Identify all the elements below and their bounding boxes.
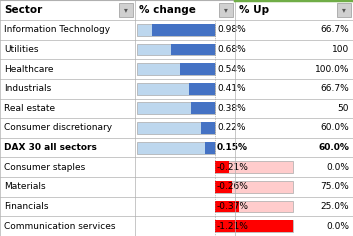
Text: -0.21%: -0.21% [217,163,249,172]
Bar [137,142,215,154]
Text: Sector: Sector [4,5,42,15]
Bar [137,63,215,75]
Bar [0,59,353,79]
Bar [152,24,215,36]
Bar [0,157,353,177]
Bar [171,44,215,55]
Text: Consumer staples: Consumer staples [4,163,85,172]
Bar [0,197,353,216]
Text: Materials: Materials [4,182,46,191]
Bar [0,20,353,40]
Bar [215,220,293,232]
Bar [219,3,233,17]
Text: 0.54%: 0.54% [217,65,246,74]
Text: Communication services: Communication services [4,222,115,231]
Bar [215,201,239,212]
Text: 0.68%: 0.68% [217,45,246,54]
Text: 100.0%: 100.0% [315,65,349,74]
Text: Consumer discretionary: Consumer discretionary [4,123,112,132]
Bar [215,181,293,193]
Bar [215,161,228,173]
Bar [0,40,353,59]
Text: -0.37%: -0.37% [217,202,249,211]
Bar [215,181,232,193]
Bar [119,3,133,17]
Bar [205,142,215,154]
Bar [0,216,353,236]
Bar [137,83,215,95]
Text: ▾: ▾ [124,5,128,14]
Text: Real estate: Real estate [4,104,55,113]
Text: Financials: Financials [4,202,48,211]
Bar [0,0,353,20]
Text: % change: % change [139,5,196,15]
Text: 50: 50 [337,104,349,113]
Text: 25.0%: 25.0% [321,202,349,211]
Text: DAX 30 all sectors: DAX 30 all sectors [4,143,97,152]
Text: Information Technology: Information Technology [4,25,110,34]
Bar [189,83,215,95]
Bar [137,44,215,55]
Text: 100: 100 [332,45,349,54]
Text: ▾: ▾ [342,5,346,14]
Text: Healthcare: Healthcare [4,65,54,74]
Text: 0.15%: 0.15% [217,143,248,152]
Bar [0,99,353,118]
Bar [215,220,293,232]
Text: Utilities: Utilities [4,45,38,54]
Bar [0,138,353,157]
Text: 0.0%: 0.0% [326,222,349,231]
Text: -0.26%: -0.26% [217,182,249,191]
Bar [337,3,351,17]
Bar [180,63,215,75]
Bar [137,24,215,36]
Bar [201,122,215,134]
Text: 60.0%: 60.0% [320,123,349,132]
Text: 0.38%: 0.38% [217,104,246,113]
Text: 66.7%: 66.7% [320,84,349,93]
Text: -1.21%: -1.21% [217,222,249,231]
Text: 66.7%: 66.7% [320,25,349,34]
Bar [137,102,215,114]
Text: ▾: ▾ [224,5,228,14]
Bar [0,118,353,138]
Bar [215,161,293,173]
Text: Industrials: Industrials [4,84,51,93]
Bar [0,79,353,99]
Text: 0.98%: 0.98% [217,25,246,34]
Text: 0.0%: 0.0% [326,163,349,172]
Text: % Up: % Up [239,5,269,15]
Text: 60.0%: 60.0% [318,143,349,152]
Bar [191,102,215,114]
Text: 0.41%: 0.41% [217,84,246,93]
Bar [215,201,293,212]
Text: 0.22%: 0.22% [217,123,245,132]
Bar [0,177,353,197]
Bar [137,122,215,134]
Text: 75.0%: 75.0% [320,182,349,191]
